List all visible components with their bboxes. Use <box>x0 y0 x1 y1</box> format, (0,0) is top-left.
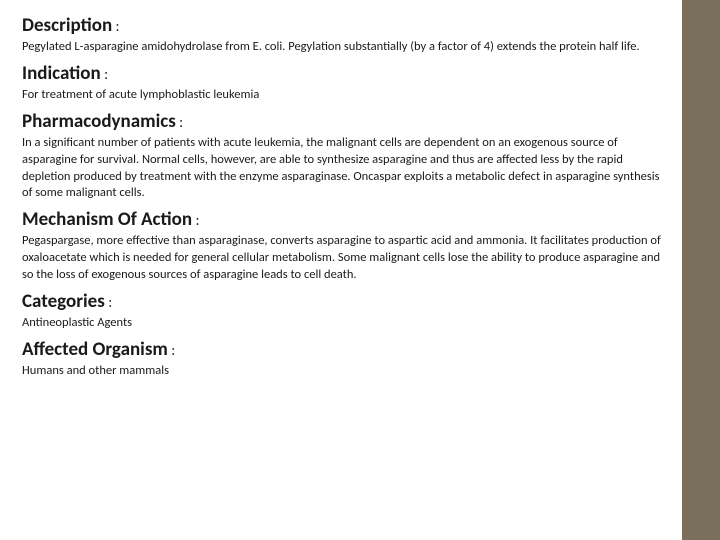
heading-description: Description <box>22 14 112 37</box>
section-description: Description : Pegylated L-asparagine ami… <box>22 14 668 56</box>
colon: : <box>101 66 108 84</box>
side-stripe <box>682 0 720 540</box>
heading-indication: Indication <box>22 62 101 85</box>
section-indication: Indication : For treatment of acute lymp… <box>22 62 668 104</box>
body-mechanism: Pegaspargase, more effective than aspara… <box>22 233 668 284</box>
heading-categories: Categories <box>22 290 105 313</box>
heading-affected-organism: Affected Organism <box>22 338 168 361</box>
body-pharmacodynamics: In a significant number of patients with… <box>22 135 668 203</box>
colon: : <box>112 18 119 36</box>
body-description: Pegylated L-asparagine amidohydrolase fr… <box>22 39 668 56</box>
section-categories: Categories : Antineoplastic Agents <box>22 290 668 332</box>
section-mechanism: Mechanism Of Action : Pegaspargase, more… <box>22 208 668 284</box>
colon: : <box>168 342 175 360</box>
colon: : <box>192 212 199 230</box>
heading-pharmacodynamics: Pharmacodynamics <box>22 110 176 133</box>
colon: : <box>176 114 183 132</box>
heading-mechanism: Mechanism Of Action <box>22 208 192 231</box>
section-affected-organism: Affected Organism : Humans and other mam… <box>22 338 668 380</box>
section-pharmacodynamics: Pharmacodynamics : In a significant numb… <box>22 110 668 203</box>
colon: : <box>105 294 112 312</box>
body-indication: For treatment of acute lymphoblastic leu… <box>22 87 668 104</box>
body-affected-organism: Humans and other mammals <box>22 363 668 380</box>
body-categories: Antineoplastic Agents <box>22 315 668 332</box>
content-area: Description : Pegylated L-asparagine ami… <box>0 0 720 400</box>
